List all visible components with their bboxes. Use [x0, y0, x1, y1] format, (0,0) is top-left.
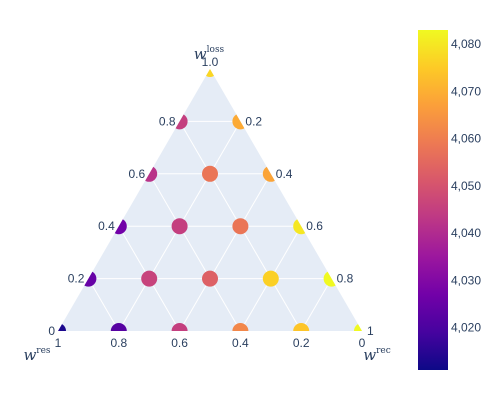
data-point[interactable] [262, 270, 279, 287]
grid-line-res [87, 278, 120, 332]
res-tick-label: 0.4 [232, 336, 249, 350]
res-tick-label: 1 [55, 336, 62, 350]
loss-tick-label: 0.2 [68, 272, 85, 286]
loss-axis-title: wloss [194, 45, 225, 63]
data-point[interactable] [110, 323, 127, 339]
colorbar-tick-label: 4,020 [451, 321, 481, 335]
res-tick-label: 0.6 [171, 336, 188, 350]
data-point[interactable] [202, 270, 218, 287]
colorbar-tick-label: 4,030 [451, 273, 481, 287]
data-point[interactable] [141, 270, 158, 287]
grid-line-res [148, 173, 241, 332]
loss-tick-label: 0.8 [159, 114, 176, 128]
colorbar-gradient [418, 30, 448, 370]
colorbar-tick-label: 4,080 [451, 37, 481, 51]
colorbar-tick-label: 4,060 [451, 132, 481, 146]
data-point[interactable] [293, 323, 310, 339]
rec-axis-ticks: 0.2 0.4 0.6 0.8 1 [245, 114, 374, 338]
colorbar-tick-label: 4,050 [451, 179, 481, 193]
res-tick-label: 0.8 [110, 336, 127, 350]
res-tick-label: 0 [359, 336, 366, 350]
res-axis-title: wres [23, 346, 50, 364]
rec-tick-label: 0.8 [337, 272, 354, 286]
grid-line-rec [179, 173, 272, 332]
ternary-background [58, 69, 362, 331]
res-axis-ticks: 1 0.8 0.6 0.4 0.2 0 [55, 336, 366, 350]
data-point[interactable] [232, 323, 249, 339]
data-point[interactable] [202, 165, 218, 182]
loss-tick-label: 1.0 [202, 55, 219, 69]
rec-tick-label: 0.4 [276, 167, 293, 181]
data-point[interactable] [50, 323, 66, 339]
colorbar-tick-label: 4,070 [451, 84, 481, 98]
rec-axis-title: wrec [363, 346, 391, 364]
data-point[interactable] [232, 218, 249, 235]
colorbar-tick-label: 4,040 [451, 226, 481, 240]
loss-tick-label: 0 [48, 324, 55, 338]
loss-axis-ticks: 0.2 0.4 0.6 0.8 1.0 0 [48, 55, 218, 338]
colorbar: 4,020 4,030 4,040 4,050 4,060 4,070 4,080 [418, 30, 481, 370]
data-point[interactable] [171, 218, 188, 235]
loss-tick-label: 0.6 [129, 167, 146, 181]
data-point[interactable] [171, 323, 188, 339]
grid-line-rec [300, 278, 333, 332]
rec-tick-label: 0.2 [245, 114, 262, 128]
res-tick-label: 0.2 [293, 336, 310, 350]
rec-tick-label: 0.6 [306, 219, 323, 233]
rec-tick-label: 1 [367, 324, 374, 338]
colorbar-ticks: 4,020 4,030 4,040 4,050 4,060 4,070 4,080 [451, 37, 481, 334]
data-point[interactable] [354, 323, 370, 339]
loss-tick-label: 0.4 [98, 219, 115, 233]
